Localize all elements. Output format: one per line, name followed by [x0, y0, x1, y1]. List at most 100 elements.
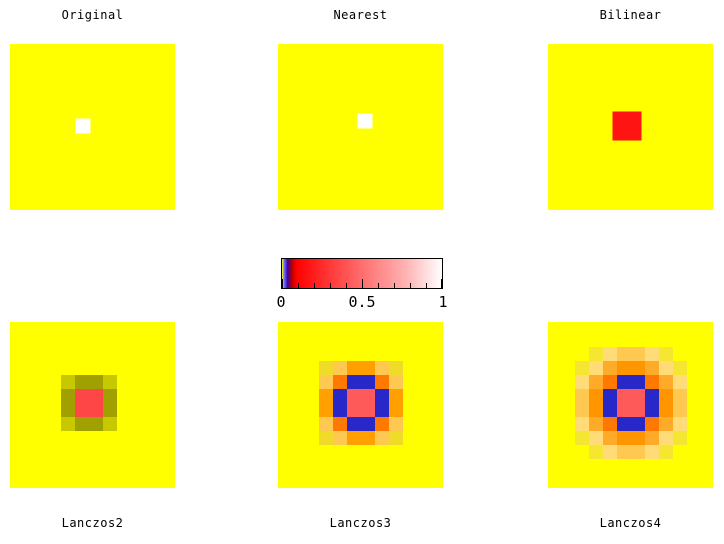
- heatmap-cell: [673, 445, 687, 459]
- panel-pattern: [574, 347, 687, 459]
- heatmap-cell: [374, 389, 389, 403]
- panel-lanczos2: [10, 322, 175, 488]
- heatmap-cell: [672, 389, 687, 403]
- heatmap-cell: [318, 417, 333, 431]
- heatmap-cell: [616, 403, 631, 417]
- heatmap-cell: [574, 361, 589, 375]
- panel-original: [10, 44, 175, 210]
- heatmap-cell: [602, 347, 617, 361]
- heatmap-cell: [388, 375, 403, 389]
- heatmap-cell: [88, 403, 103, 417]
- heatmap-cell: [658, 445, 673, 459]
- heatmap-cell: [673, 347, 687, 361]
- heatmap-cell: [630, 389, 645, 403]
- heatmap-cell: [374, 375, 389, 389]
- panel-pattern: [612, 111, 641, 141]
- heatmap-cell: [644, 375, 659, 389]
- heatmap-cell: [332, 403, 347, 417]
- heatmap-cell: [658, 347, 673, 361]
- heatmap-cell: [332, 375, 347, 389]
- heatmap-cell: [332, 361, 347, 375]
- heatmap-cell: [658, 417, 673, 431]
- heatmap-cell: [588, 347, 603, 361]
- heatmap-cell: [630, 445, 645, 459]
- heatmap-cell: [388, 361, 403, 375]
- colorbar-label-0: 0: [276, 293, 286, 311]
- heatmap-cell: [318, 403, 333, 417]
- heatmap-cell: [374, 403, 389, 417]
- panel-pattern: [60, 375, 117, 431]
- heatmap-cell: [88, 375, 103, 389]
- heatmap-cell: [588, 417, 603, 431]
- heatmap-cell: [658, 375, 673, 389]
- heatmap-cell: [574, 389, 589, 403]
- colorbar-tick: [314, 283, 315, 288]
- heatmap-cell: [574, 403, 589, 417]
- panel-title-bilinear: Bilinear: [599, 8, 662, 22]
- colorbar-tick: [441, 279, 442, 288]
- heatmap-cell: [575, 445, 589, 459]
- panel-title-nearest: Nearest: [333, 8, 388, 22]
- colorbar-tick: [394, 283, 395, 288]
- heatmap-cell: [630, 417, 645, 431]
- colorbar: [281, 258, 443, 289]
- heatmap-cell: [630, 361, 645, 375]
- colorbar-tick: [410, 283, 411, 288]
- heatmap-cell: [360, 431, 375, 445]
- heatmap-cell: [360, 389, 375, 403]
- panel-title-lanczos4: Lanczos4: [599, 516, 662, 530]
- heatmap-cell: [60, 375, 75, 389]
- heatmap-cell: [658, 431, 673, 445]
- heatmap-cell: [602, 389, 617, 403]
- panel-lanczos3: [278, 322, 443, 488]
- heatmap-cell: [602, 445, 617, 459]
- heatmap-cell: [658, 403, 673, 417]
- heatmap-cell: [102, 417, 117, 431]
- colorbar-tick: [362, 279, 363, 288]
- heatmap-cell: [332, 431, 347, 445]
- heatmap-cell: [346, 403, 361, 417]
- heatmap-cell: [102, 375, 117, 389]
- heatmap-cell: [574, 417, 589, 431]
- heatmap-cell: [74, 389, 89, 403]
- heatmap-cell: [388, 431, 403, 445]
- heatmap-cell: [658, 361, 673, 375]
- heatmap-cell: [616, 361, 631, 375]
- heatmap-cell: [357, 113, 372, 129]
- heatmap-cell: [574, 431, 589, 445]
- colorbar-tick: [346, 283, 347, 288]
- heatmap-cell: [588, 361, 603, 375]
- panel-bilinear: [548, 44, 713, 210]
- colorbar-tick: [378, 283, 379, 288]
- heatmap-cell: [644, 361, 659, 375]
- heatmap-cell: [672, 375, 687, 389]
- heatmap-cell: [346, 431, 361, 445]
- heatmap-cell: [388, 403, 403, 417]
- heatmap-cell: [374, 417, 389, 431]
- heatmap-cell: [332, 417, 347, 431]
- panel-lanczos4: [548, 322, 713, 488]
- heatmap-cell: [612, 111, 641, 141]
- heatmap-cell: [374, 431, 389, 445]
- heatmap-cell: [74, 403, 89, 417]
- heatmap-cell: [588, 389, 603, 403]
- heatmap-cell: [88, 417, 103, 431]
- panel-pattern: [318, 361, 403, 445]
- heatmap-cell: [644, 347, 659, 361]
- heatmap-cell: [360, 417, 375, 431]
- heatmap-cell: [616, 431, 631, 445]
- heatmap-cell: [588, 375, 603, 389]
- heatmap-cell: [88, 389, 103, 403]
- heatmap-cell: [630, 347, 645, 361]
- heatmap-cell: [60, 389, 75, 403]
- heatmap-cell: [588, 403, 603, 417]
- heatmap-cell: [672, 417, 687, 431]
- heatmap-cell: [346, 389, 361, 403]
- heatmap-cell: [60, 417, 75, 431]
- colorbar-label-0-5: 0.5: [348, 293, 376, 311]
- heatmap-cell: [602, 431, 617, 445]
- colorbar-tick: [426, 283, 427, 288]
- heatmap-cell: [602, 375, 617, 389]
- heatmap-cell: [616, 347, 631, 361]
